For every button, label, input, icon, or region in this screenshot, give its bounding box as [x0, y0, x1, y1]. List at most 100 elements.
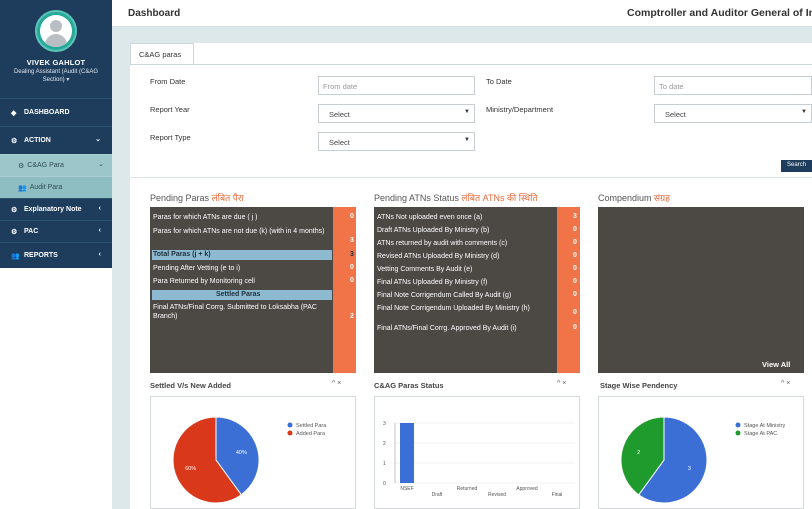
gears-icon: ⚙	[11, 228, 18, 236]
ministry-select[interactable]: Select ▼	[654, 104, 812, 123]
from-date-input[interactable]: From date	[318, 76, 475, 95]
pending-paras-title-en: Pending Paras	[150, 193, 210, 203]
pending-atns-row-1-label: Draft ATNs Uploaded By Ministry (b)	[377, 227, 490, 234]
pending-paras-title-hi: लंबित पैरा	[211, 193, 244, 203]
settled-legend-dot-1	[287, 430, 293, 436]
users-icon: 👥	[11, 252, 20, 260]
pending-atns-row-0-value: 3	[573, 213, 577, 220]
pending-atns-row-8-value: 0	[573, 324, 577, 331]
pending-paras-row-3-label: Pending After Vetting (e to i)	[153, 265, 241, 272]
settled-slice-1	[172, 416, 242, 504]
status-chart-title: C&AG Paras Status	[374, 381, 444, 390]
bar-y-tick-3: 3	[383, 421, 386, 427]
pending-atns-row-7-value: 0	[573, 309, 577, 316]
settled-row-0-label: Final ATNs/Final Corrg. Submitted to Lok…	[153, 304, 317, 320]
settled-paras-header: Settled Paras	[216, 291, 261, 298]
chevron-down-icon: ⌄	[95, 136, 101, 143]
pending-atns-row-4-value: 0	[573, 265, 577, 272]
pending-atns-row-5-label: Final ATNs Uploaded By Ministry (f)	[377, 279, 488, 286]
stage-slice-label-1: 2	[637, 450, 640, 456]
settled-slice-0	[215, 416, 260, 496]
chevron-left-icon: ‹	[98, 251, 101, 258]
profile-panel: VIVEK GAHLOT Dealing Assistant (Audit (C…	[0, 0, 112, 98]
report-year-value: Select	[329, 110, 350, 119]
nav-dashboard-label: DASHBOARD	[24, 109, 70, 116]
pending-atns-row-6-label: Final Note Corrigendum Called By Audit (…	[377, 292, 512, 299]
pending-paras-row-2-label: Total Paras (j + k)	[153, 251, 211, 258]
pending-paras-row-4-label: Para Returned by Monitoring cell	[153, 278, 255, 285]
pending-atns-panel	[374, 207, 580, 373]
stage-legend-dot-0	[735, 422, 741, 428]
report-type-select[interactable]: Select ▼	[318, 132, 475, 151]
status-chart-controls[interactable]: ^ ×	[557, 380, 567, 387]
settled-chart-box: 40% 60% Settled Para Added Para	[150, 396, 356, 509]
tab-underline	[130, 64, 812, 65]
view-all-link[interactable]: View All	[762, 360, 791, 369]
settled-chart-controls[interactable]: ^ ×	[332, 380, 342, 387]
pending-atns-row-2-label: ATNs returned by audit with comments (c)	[377, 240, 508, 247]
pending-atns-row-6-value: 0	[573, 291, 577, 298]
nav-explanatory-note[interactable]: ⚙ Explanatory Note ‹	[0, 198, 112, 220]
pending-atns-row-7-label: Final Note Corrigendum Uploaded By Minis…	[377, 305, 530, 312]
diamond-icon: ◆	[11, 109, 17, 117]
settled-legend-label-1: Added Para	[296, 431, 326, 437]
bar-y-tick-1: 1	[383, 461, 386, 467]
bar-y-tick-2: 2	[383, 441, 386, 447]
bar-x-label-5: Final	[552, 492, 563, 498]
settled-legend-dot-0	[287, 422, 293, 428]
pending-atns-row-4-label: Vetting Comments By Audit (e)	[377, 266, 473, 273]
nav-action[interactable]: ⚙ ACTION ⌄	[0, 126, 112, 154]
bar-y-tick-0: 0	[383, 481, 386, 487]
stage-chart-box: 3 2 Stage At Ministry Stage At PAC	[598, 396, 804, 509]
pending-atns-title: Pending ATNs Status लंबित ATNs की स्थिति	[374, 191, 538, 204]
nav-cag-para-label: C&AG Para	[27, 162, 64, 169]
compendium-title-hi: संग्रह	[654, 193, 670, 203]
to-date-input[interactable]: To date	[654, 76, 812, 95]
nav-dashboard[interactable]: ◆ DASHBOARD	[0, 98, 112, 126]
gears-icon: ⚙	[11, 137, 18, 145]
user-role-dropdown[interactable]: Dealing Assistant (Audit (C&AG Section) …	[13, 69, 99, 83]
pending-paras-row-3-value: 0	[350, 264, 354, 271]
report-year-label: Report Year	[150, 105, 190, 114]
bar-0	[400, 423, 414, 483]
pending-atns-row-3-value: 0	[573, 252, 577, 259]
stage-slice-1	[620, 416, 665, 496]
report-type-value: Select	[329, 138, 350, 147]
settled-chart-title: Settled V/s New Added	[150, 381, 231, 390]
gears-icon: ⚙	[11, 206, 18, 214]
user-name: VIVEK GAHLOT	[26, 58, 86, 67]
nav-explanatory-note-label: Explanatory Note	[24, 206, 82, 213]
org-name: Comptroller and Auditor General of India	[627, 7, 812, 19]
chevron-left-icon: ‹	[98, 205, 101, 212]
nav-reports[interactable]: 👥 REPORTS ‹	[0, 242, 112, 268]
settled-paras-highlight	[152, 290, 332, 300]
users-icon: 👥	[18, 184, 27, 192]
section-divider	[130, 177, 812, 178]
avatar[interactable]	[35, 10, 77, 52]
stage-pie-chart: 3 2 Stage At Ministry Stage At PAC	[620, 416, 786, 504]
to-date-label: To Date	[486, 77, 512, 86]
pending-paras-row-0-value: 0	[350, 213, 354, 220]
sidebar: VIVEK GAHLOT Dealing Assistant (Audit (C…	[0, 0, 112, 509]
stage-chart-controls[interactable]: ^ ×	[781, 380, 791, 387]
nav-cag-para[interactable]: ⚙ C&AG Para ⌄	[0, 154, 112, 176]
nav-action-label: ACTION	[24, 137, 51, 144]
caret-down-icon: ▼	[464, 109, 470, 115]
bar-x-label-4: Approved	[516, 486, 538, 492]
report-year-select[interactable]: Select ▼	[318, 104, 475, 123]
bar-x-label-2: Returned	[457, 486, 478, 492]
nav-pac[interactable]: ⚙ PAC ‹	[0, 220, 112, 242]
tab-cag-paras[interactable]: C&AG paras	[130, 43, 194, 65]
compendium-title: Compendium संग्रह	[598, 191, 670, 204]
nav-audit-para[interactable]: 👥 Audit Para	[0, 176, 112, 198]
settled-legend-label-0: Settled Para	[296, 423, 327, 429]
chevron-down-icon: ⌄	[98, 161, 104, 168]
pending-atns-row-5-value: 0	[573, 278, 577, 285]
pending-paras-row-1-label: Paras for which ATNs are not due (k) (wi…	[153, 228, 325, 235]
search-button[interactable]: Search	[781, 160, 812, 172]
status-bar-chart: 3 2 1 0 NSEF Draft Returned Revised Approved Fina…	[383, 421, 575, 498]
pending-paras-row-1-value: 3	[350, 237, 354, 244]
caret-down-icon: ▼	[464, 137, 470, 143]
pending-atns-row-3-label: Revised ATNs Uploaded By Ministry (d)	[377, 253, 500, 260]
pending-atns-title-hi: लंबित ATNs की स्थिति	[461, 193, 538, 203]
